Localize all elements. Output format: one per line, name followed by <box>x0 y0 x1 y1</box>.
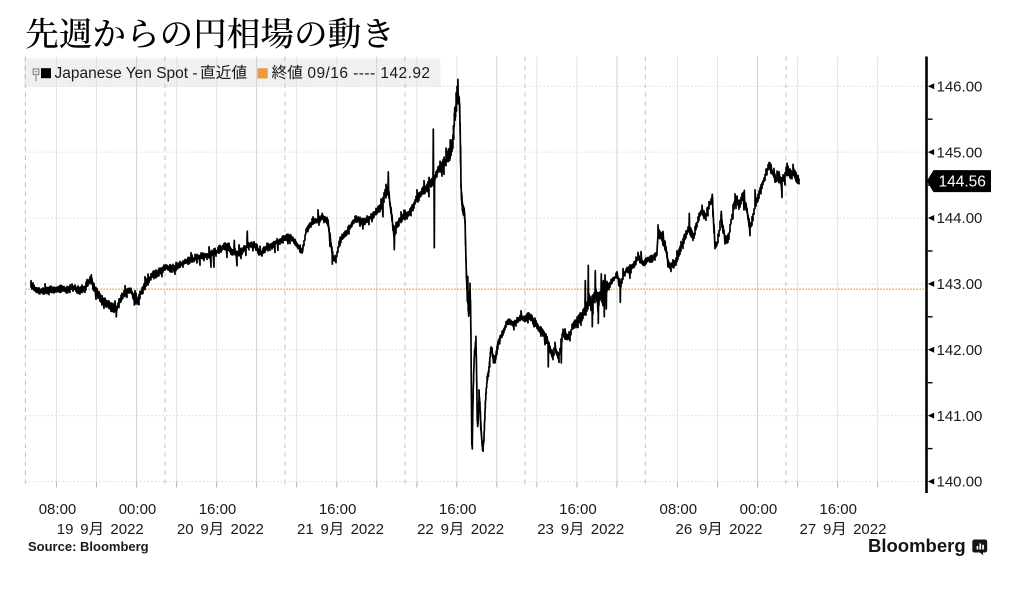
svg-text:2022: 2022 <box>110 521 143 538</box>
svg-text:9: 9 <box>80 521 88 538</box>
svg-text:9: 9 <box>321 521 329 538</box>
svg-text:144.00: 144.00 <box>937 210 983 227</box>
svg-text:Bloomberg: Bloomberg <box>868 535 966 556</box>
svg-text:Japanese Yen Spot -: Japanese Yen Spot - <box>55 65 198 82</box>
svg-text:19: 19 <box>57 521 74 538</box>
svg-text:142.00: 142.00 <box>937 342 983 359</box>
svg-text:26: 26 <box>676 521 693 538</box>
svg-text:9: 9 <box>200 521 208 538</box>
svg-text:22: 22 <box>417 521 434 538</box>
svg-text:146.00: 146.00 <box>937 79 983 96</box>
svg-text:08:00: 08:00 <box>660 501 698 518</box>
svg-text:143.00: 143.00 <box>937 276 983 293</box>
svg-text:9: 9 <box>441 521 449 538</box>
svg-text:140.00: 140.00 <box>937 474 983 491</box>
svg-text:00:00: 00:00 <box>119 501 157 518</box>
svg-text:00:00: 00:00 <box>740 501 778 518</box>
svg-text:9: 9 <box>823 521 831 538</box>
svg-text:Source: Bloomberg: Source: Bloomberg <box>28 539 149 554</box>
svg-text:16:00: 16:00 <box>199 501 237 518</box>
svg-text:2022: 2022 <box>853 521 886 538</box>
svg-text:08:00: 08:00 <box>39 501 77 518</box>
svg-text:9: 9 <box>561 521 569 538</box>
svg-text:21: 21 <box>297 521 314 538</box>
svg-text:2022: 2022 <box>591 521 624 538</box>
svg-text:2022: 2022 <box>729 521 762 538</box>
svg-text:27: 27 <box>800 521 817 538</box>
svg-text:2022: 2022 <box>351 521 384 538</box>
svg-text:23: 23 <box>537 521 554 538</box>
svg-text:144.56: 144.56 <box>939 174 986 191</box>
svg-text:9: 9 <box>699 521 707 538</box>
svg-text:16:00: 16:00 <box>319 501 357 518</box>
svg-text:16:00: 16:00 <box>819 501 857 518</box>
svg-text:20: 20 <box>177 521 194 538</box>
svg-text:145.00: 145.00 <box>937 144 983 161</box>
svg-text:2022: 2022 <box>471 521 504 538</box>
svg-text:16:00: 16:00 <box>559 501 597 518</box>
svg-text:141.00: 141.00 <box>937 408 983 425</box>
svg-text:16:00: 16:00 <box>439 501 477 518</box>
svg-text:09/16 ---- 142.92: 09/16 ---- 142.92 <box>307 65 430 82</box>
svg-text:2022: 2022 <box>231 521 264 538</box>
